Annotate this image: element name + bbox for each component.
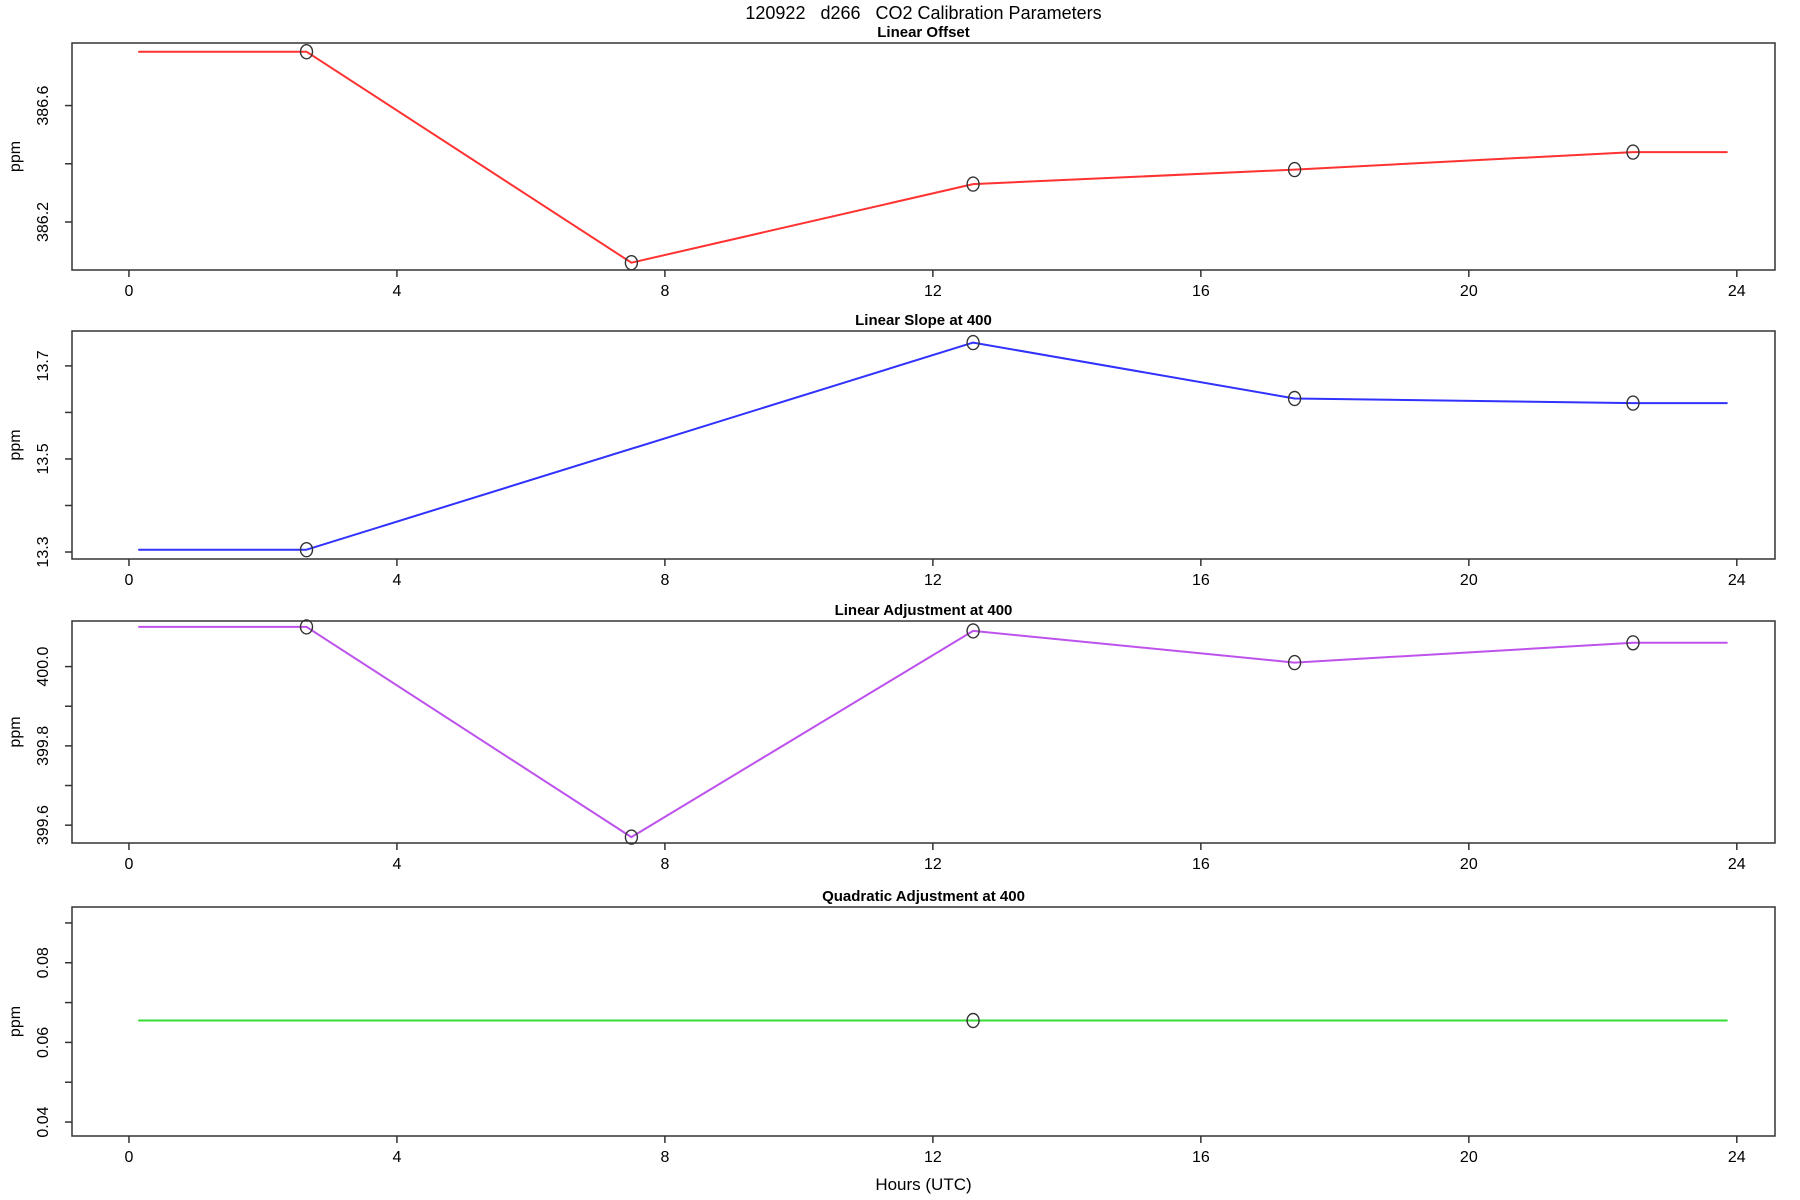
data-point-marker — [299, 542, 314, 558]
panel-border — [71, 620, 1776, 844]
y-axis-title: ppm — [7, 141, 24, 172]
x-tick-label: 24 — [1728, 1149, 1746, 1166]
series-line — [138, 341, 1728, 551]
x-tick-label: 20 — [1460, 1149, 1478, 1166]
data-point-marker — [966, 334, 980, 351]
panel-linear-slope-at-400: Linear Slope at 400 13.3 13.5 13.7 ppm 0 4 8 12 1… — [7, 312, 1776, 589]
data-point-marker — [1287, 161, 1302, 178]
panel-title: Linear Offset — [877, 24, 970, 41]
x-tick-label: 0 — [124, 572, 133, 589]
data-point-marker — [299, 619, 314, 635]
panel-linear-adjustment-at-400: Linear Adjustment at 400 399.6 399.8 400.0 p… — [7, 602, 1776, 873]
panel-linear-offset: Linear Offset 386.2 386.6 ppm 0 4 8 12 16 20 24 — [7, 24, 1776, 300]
y-tick-label: 0.06 — [35, 1027, 52, 1058]
x-tick-label: 16 — [1192, 283, 1210, 300]
x-tick-label: 16 — [1192, 1149, 1210, 1166]
y-axis-title: ppm — [7, 1006, 24, 1037]
x-tick-label: 20 — [1460, 572, 1478, 589]
y-tick-label: 0.08 — [35, 947, 52, 978]
x-tick-label: 16 — [1192, 856, 1210, 873]
x-tick-label: 20 — [1460, 283, 1478, 300]
panel-border — [71, 330, 1776, 560]
y-tick-label: 399.6 — [35, 805, 52, 845]
panel-title: Quadratic Adjustment at 400 — [822, 888, 1025, 905]
x-tick-label: 20 — [1460, 856, 1478, 873]
x-tick-label: 8 — [660, 1149, 669, 1166]
panel-border — [71, 42, 1776, 271]
series-line — [138, 625, 1728, 839]
x-tick-label: 12 — [924, 1149, 942, 1166]
x-tick-label: 4 — [392, 1149, 401, 1166]
panel-title: Linear Slope at 400 — [855, 312, 992, 329]
y-tick-label: 13.5 — [35, 443, 52, 474]
data-point-marker — [966, 1012, 980, 1029]
y-tick-label: 13.7 — [35, 350, 52, 381]
y-axis-title: ppm — [7, 429, 24, 460]
panel-title: Linear Adjustment at 400 — [835, 602, 1013, 619]
data-point-marker — [1287, 390, 1302, 407]
x-tick-label: 8 — [660, 283, 669, 300]
x-tick-label: 4 — [392, 856, 401, 873]
data-point-marker — [1626, 635, 1640, 651]
data-point-marker — [966, 176, 980, 192]
x-tick-label: 16 — [1192, 572, 1210, 589]
x-tick-label: 12 — [924, 856, 942, 873]
x-axis-title: Hours (UTC) — [875, 1175, 971, 1194]
x-tick-label: 0 — [124, 1149, 133, 1166]
y-tick-label: 386.2 — [35, 202, 52, 242]
x-tick-label: 24 — [1728, 283, 1746, 300]
x-tick-label: 24 — [1728, 572, 1746, 589]
data-point-marker — [966, 623, 980, 639]
data-point-marker — [624, 255, 639, 271]
data-point-marker — [624, 829, 639, 845]
y-tick-label: 13.3 — [35, 536, 52, 567]
y-tick-label: 0.04 — [35, 1106, 52, 1137]
y-tick-label: 400.0 — [35, 646, 52, 686]
x-tick-label: 24 — [1728, 856, 1746, 873]
x-tick-label: 12 — [924, 572, 942, 589]
panel-quadratic-adjustment-at-400: Quadratic Adjustment at 400 0.04 0.06 0.08 p… — [7, 888, 1776, 1166]
x-tick-label: 8 — [660, 856, 669, 873]
data-point-marker — [1287, 654, 1302, 671]
data-point-marker — [299, 44, 314, 60]
data-point-marker — [1626, 395, 1640, 411]
y-tick-label: 399.8 — [35, 726, 52, 766]
data-point-marker — [1626, 144, 1640, 160]
x-tick-label: 4 — [392, 283, 401, 300]
plot-main-title: 120922 d266 CO2 Calibration Parameters — [745, 3, 1102, 23]
x-tick-label: 4 — [392, 572, 401, 589]
y-tick-label: 386.6 — [35, 85, 52, 125]
panel-border — [71, 906, 1776, 1137]
x-tick-label: 12 — [924, 283, 942, 300]
x-tick-label: 0 — [124, 283, 133, 300]
x-tick-label: 8 — [660, 572, 669, 589]
x-tick-label: 0 — [124, 856, 133, 873]
y-axis-title: ppm — [7, 716, 24, 747]
series-line — [138, 50, 1728, 264]
